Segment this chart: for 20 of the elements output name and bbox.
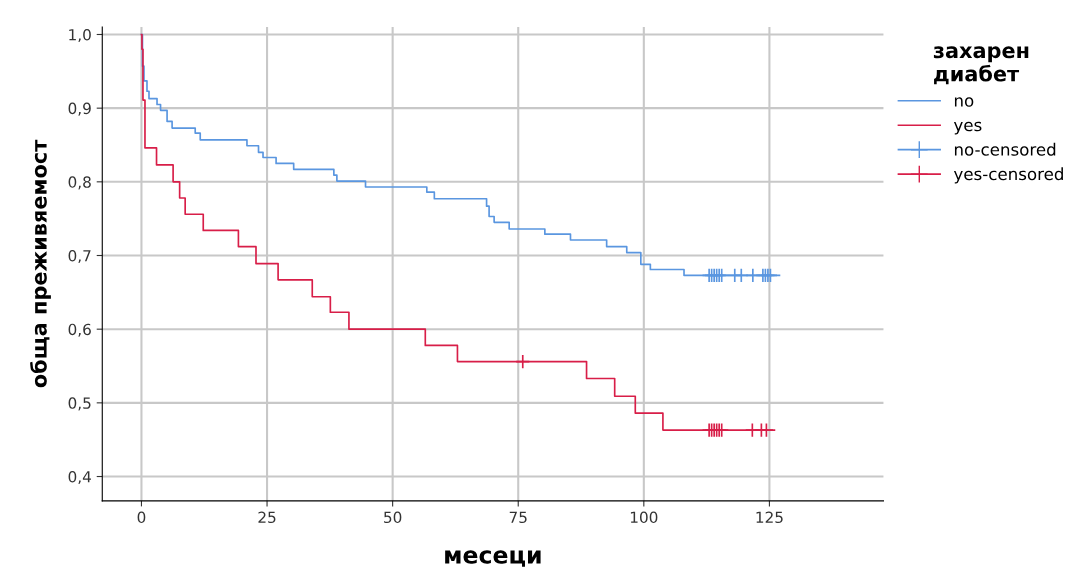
y-tick-label: 1,0 xyxy=(69,28,91,43)
x-tick-label: 100 xyxy=(630,511,658,524)
y-tick-label: 0,6 xyxy=(68,323,91,337)
x-tick-label: 50 xyxy=(384,511,402,524)
y-tick-label: 0,8 xyxy=(68,176,91,190)
legend-title: захарен диабет xyxy=(933,46,1029,85)
x-tick-label: 75 xyxy=(509,511,527,524)
legend-label: no-censored xyxy=(954,142,1056,156)
y-tick-label: 0,9 xyxy=(68,102,91,116)
x-tick-label: 25 xyxy=(258,511,276,524)
x-tick-label: 125 xyxy=(756,511,783,524)
legend-label: no xyxy=(954,97,974,107)
x-tick-label: 0 xyxy=(137,511,146,524)
y-tick-label: 0,5 xyxy=(68,397,91,411)
y-tick-label: 0,7 xyxy=(68,249,91,264)
y-axis-title: обща преживяемост xyxy=(30,139,51,388)
y-tick-label: 0,4 xyxy=(68,470,91,485)
x-axis-title: месеци xyxy=(445,550,541,567)
legend-label: yes-censored xyxy=(953,167,1063,184)
legend-label: yes xyxy=(953,121,982,135)
